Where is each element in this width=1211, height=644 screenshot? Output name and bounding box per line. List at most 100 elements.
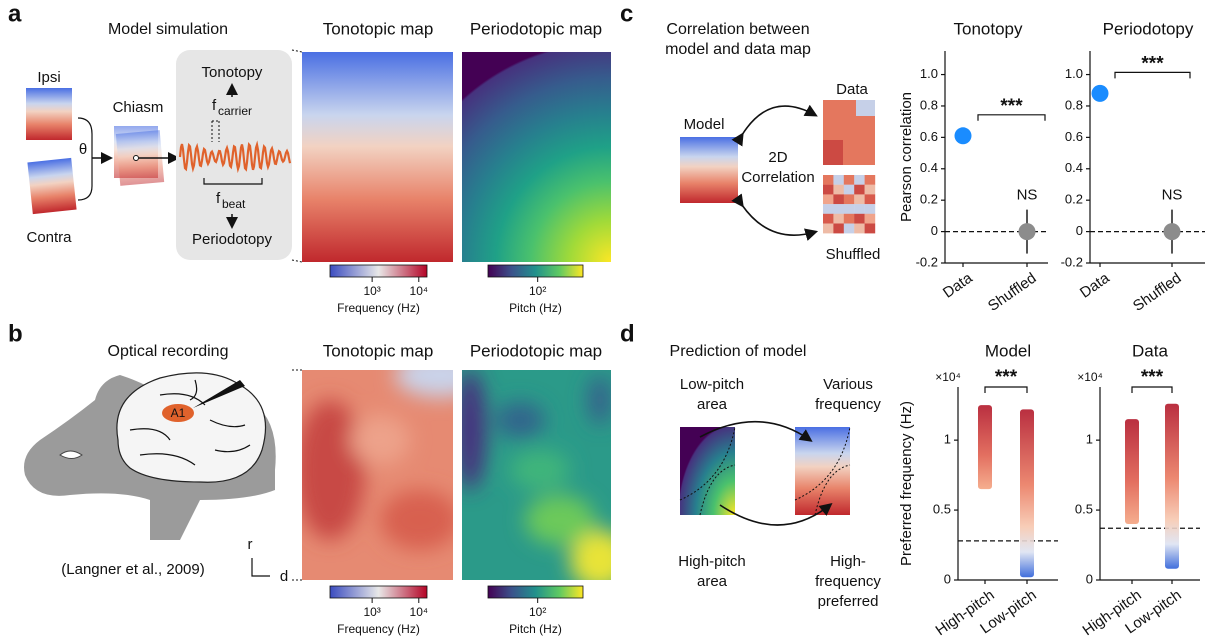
- x-tick-label: Shuffled: [1130, 270, 1185, 315]
- label: Data: [836, 81, 868, 98]
- guide: [292, 370, 302, 580]
- mosaic-cell: [854, 204, 865, 214]
- mosaic-cell: [854, 214, 865, 224]
- y-tick-label: 0.6: [920, 129, 938, 144]
- y-axis-label: Pearson correlation: [898, 92, 915, 222]
- x-tick-label: Data: [940, 269, 976, 301]
- ns-label: NS: [1162, 187, 1183, 204]
- colorbar-label: Frequency (Hz): [337, 622, 420, 636]
- ns-label: NS: [1017, 187, 1038, 204]
- mosaic-cell: [854, 175, 865, 185]
- label: Chiasm: [113, 99, 164, 116]
- frequency-map: [795, 427, 850, 515]
- y-tick-label: 0: [1076, 223, 1083, 238]
- model-map: [680, 137, 738, 203]
- y-tick-label: 0.4: [920, 160, 938, 175]
- probe: [134, 156, 139, 161]
- significance-label: ***: [1141, 53, 1164, 74]
- y-tick-label: 1: [1086, 432, 1093, 447]
- panel-label: c: [620, 0, 633, 27]
- y-tick-label: 0.4: [1065, 160, 1083, 175]
- mosaic-cell: [844, 185, 855, 195]
- panel-title: Optical recording: [108, 343, 229, 360]
- axis-scale-label: ×10⁴: [935, 370, 961, 384]
- panel-label: b: [8, 320, 23, 347]
- label: Periodotopy: [192, 231, 273, 248]
- colorbar: [488, 586, 583, 598]
- y-tick-label: 0: [1086, 571, 1093, 586]
- label: Low-pitch: [680, 376, 744, 393]
- label: frequency: [815, 396, 881, 413]
- colorbar-label: Frequency (Hz): [337, 301, 420, 315]
- label: A1: [171, 406, 186, 420]
- mosaic-cell: [833, 185, 844, 195]
- contra-map: [27, 158, 76, 214]
- colorbar-tick-label: 10³: [363, 605, 380, 619]
- colorbar-tick-label: 10⁴: [410, 284, 429, 298]
- panel-title: Correlation between: [666, 21, 809, 38]
- significance-label: ***: [1000, 96, 1023, 117]
- label: High-: [830, 553, 866, 570]
- mosaic-cell: [833, 224, 844, 234]
- y-tick-label: 1.0: [1065, 66, 1083, 81]
- y-tick-label: 0.5: [1075, 502, 1093, 517]
- chart-title: Periodotopy: [1103, 19, 1194, 38]
- colorbar-tick-label: 10²: [529, 284, 546, 298]
- mosaic-cell: [865, 204, 876, 214]
- label: preferred: [818, 593, 879, 610]
- y-tick-label: 0.2: [1065, 192, 1083, 207]
- panel-label: d: [620, 320, 635, 347]
- label: θ: [79, 141, 87, 158]
- mosaic-cell: [833, 175, 844, 185]
- panel-title: Prediction of model: [670, 343, 807, 360]
- y-tick-label: -0.2: [1061, 254, 1083, 269]
- label: area: [697, 573, 728, 590]
- x-tick-label: Data: [1077, 269, 1113, 301]
- label: Tonotopy: [202, 64, 263, 81]
- dot: [1092, 85, 1109, 102]
- y-tick-label: 0.8: [920, 97, 938, 112]
- shuffled-map: [823, 175, 875, 233]
- y-tick-label: 1: [944, 432, 951, 447]
- periodotopic-map: [462, 52, 611, 262]
- dot: [1164, 223, 1181, 240]
- mosaic-cell: [844, 194, 855, 204]
- tonotopic-map: [302, 52, 453, 262]
- mosaic-cell: [854, 185, 865, 195]
- mosaic-cell: [865, 194, 876, 204]
- mosaic-cell: [823, 194, 834, 204]
- map-title: Periodotopic map: [470, 341, 602, 360]
- y-tick-label: 0.6: [1065, 129, 1083, 144]
- mosaic-cell: [865, 214, 876, 224]
- y-tick-label: 0.8: [1065, 97, 1083, 112]
- mosaic-cell: [823, 175, 834, 185]
- label: Correlation: [741, 169, 814, 186]
- mosaic-cell: [823, 204, 834, 214]
- mosaic-cell: [833, 204, 844, 214]
- mosaic-cell: [844, 204, 855, 214]
- mosaic-cell: [823, 185, 834, 195]
- colorbar-label: Pitch (Hz): [509, 622, 562, 636]
- mosaic-cell: [844, 175, 855, 185]
- arrow: [742, 106, 815, 135]
- mosaic-cell: [844, 214, 855, 224]
- colorbar: [330, 265, 427, 277]
- brain: [117, 373, 266, 482]
- y-tick-label: 0: [944, 571, 951, 586]
- axis-scale-label: ×10⁴: [1077, 370, 1103, 384]
- panel-title: model and data map: [665, 41, 811, 58]
- colorbar-label: Pitch (Hz): [509, 301, 562, 315]
- label: d: [280, 568, 288, 585]
- dot: [955, 127, 972, 144]
- chart-title: Model: [985, 341, 1031, 360]
- map-title: Periodotopic map: [470, 19, 602, 38]
- label: High-pitch: [678, 553, 746, 570]
- colorbar-tick-label: 10³: [363, 284, 380, 298]
- label: beat: [222, 197, 246, 211]
- map-title: Tonotopic map: [323, 341, 434, 360]
- distribution: [1165, 404, 1179, 569]
- mosaic-cell: [833, 214, 844, 224]
- y-tick-label: 1.0: [920, 66, 938, 81]
- label: Various: [823, 376, 873, 393]
- map-title: Tonotopic map: [323, 19, 434, 38]
